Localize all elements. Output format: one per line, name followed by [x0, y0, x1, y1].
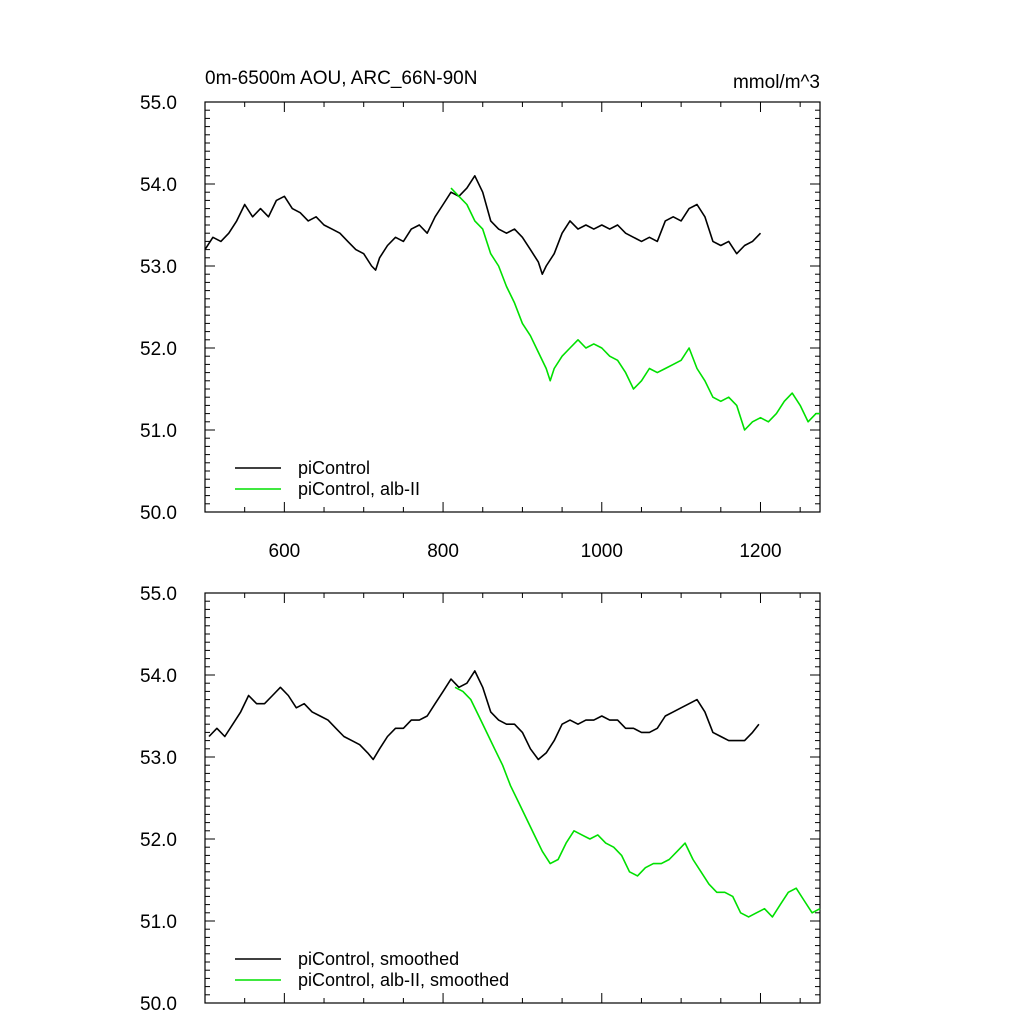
- y-tick-label: 55.0: [140, 93, 177, 114]
- y-tick-label: 50.0: [140, 994, 177, 1015]
- y-tick-label: 50.0: [140, 503, 177, 524]
- y-tick-label: 55.0: [140, 584, 177, 605]
- y-tick-label: 53.0: [140, 748, 177, 769]
- y-tick-label: 52.0: [140, 339, 177, 360]
- plot-frame: [204, 101, 821, 513]
- y-tick-label: 51.0: [140, 912, 177, 933]
- plot-frame: [204, 592, 821, 1004]
- series-line: [204, 175, 762, 275]
- x-tick-label: 800: [427, 541, 459, 562]
- y-tick-label: 54.0: [140, 666, 177, 687]
- y-tick-label: 54.0: [140, 175, 177, 196]
- bottom-panel: 50.0 51.0 52.0 53.0 54.0 55.0 piControl, smoot…: [140, 584, 821, 1015]
- x-tick-label: 1200: [739, 541, 781, 562]
- legend-label: piControl, alb-II: [298, 479, 420, 499]
- units-label: mmol/m^3: [733, 72, 820, 93]
- x-tick-label: 600: [269, 541, 301, 562]
- x-tick-label: 1000: [581, 541, 623, 562]
- legend-label: piControl: [298, 458, 370, 478]
- y-tick-label: 52.0: [140, 830, 177, 851]
- y-tick-label: 51.0: [140, 421, 177, 442]
- top-panel: 50.0 51.0 52.0 53.0 54.0 55.0 600 800 1000 1200 pi…: [140, 93, 821, 562]
- series-line: [450, 187, 820, 431]
- y-tick-label: 53.0: [140, 257, 177, 278]
- series-line: [454, 686, 821, 918]
- series-line: [208, 670, 760, 761]
- chart-title: 0m-6500m AOU, ARC_66N-90N: [205, 68, 477, 89]
- legend-label: piControl, smoothed: [298, 949, 459, 969]
- legend-label: piControl, alb-II, smoothed: [298, 970, 509, 990]
